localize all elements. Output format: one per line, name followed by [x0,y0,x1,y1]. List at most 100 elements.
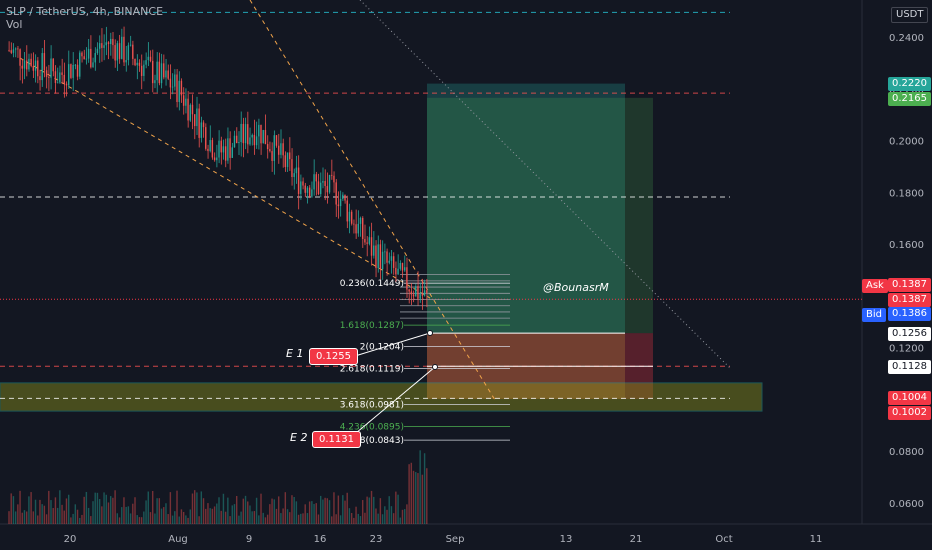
volume-bar [171,515,174,524]
candle-body [45,70,48,77]
volume-bar [83,496,85,524]
candle-body [359,217,362,224]
candle-body [98,43,101,49]
volume-bar [54,497,57,524]
candle-body [264,130,267,145]
volume-bar [196,492,198,524]
y-tick-label: 0.0600 [889,499,924,510]
volume-bar [300,513,302,524]
volume-bar [291,495,293,524]
price-axis-tag: 0.1386 [888,307,931,321]
candle-body [240,123,242,143]
volume-bar [149,512,152,524]
candle-body [202,122,205,128]
candle-body [426,290,428,293]
candle-body [253,134,256,146]
candle-body [209,140,211,152]
y-tick-label: 0.1600 [889,240,924,251]
candle-body [83,56,85,60]
candle-body [105,42,107,46]
volume-bar [315,503,317,524]
volume-bar [105,494,107,524]
candle-body [269,149,271,152]
candle-body [101,43,103,48]
support-zone [0,382,763,412]
volume-bar [355,506,357,524]
candle-body [205,127,207,149]
candle-body [377,244,379,269]
fib-level-label: 4.236(0.0895) [340,423,404,433]
volume-bar [158,498,161,524]
volume-bar [328,500,331,524]
candle-body [401,263,404,271]
volume-bar [333,492,335,524]
bid-label: Bid [862,308,886,322]
candle-body [271,151,273,161]
candle-body [127,45,130,61]
candle-body [235,135,238,144]
volume-bar [231,505,233,524]
volume-bar [423,453,426,524]
volume-bar [187,517,189,524]
volume-bar [101,506,103,524]
candle-body [25,60,28,70]
candle-body [185,98,187,106]
candle-body [357,223,359,234]
price-axis-tag: 0.1004 [888,391,931,405]
volume-bar [129,513,132,524]
candle-body [65,83,68,86]
volume-bar [200,491,203,524]
volume-bar [34,499,37,524]
volume-bar [37,515,39,524]
candle-body [229,138,231,158]
volume-bar [361,500,364,524]
price-axis-tag: 0.2165 [888,92,931,106]
volume-bar [350,512,353,524]
candle-body [180,80,183,96]
volume-bar [368,497,371,524]
volume-bar [227,497,229,524]
candle-body [19,49,21,66]
volume-bar [50,500,52,524]
candle-body [121,36,123,59]
volume-bar [70,517,72,524]
candle-body [43,53,46,71]
volume-bar [233,504,236,524]
candle-body [160,63,163,84]
candle-body [308,187,311,197]
volume-bar [76,509,79,524]
volume-bar [339,515,342,524]
volume-bar [426,468,428,524]
symbol-title[interactable]: SLP / TetherUS, 4h, BINANCE [6,5,164,18]
volume-bar [121,507,123,524]
volume-bar [359,516,362,524]
volume-bar [319,495,322,524]
candle-body [224,146,227,161]
candle-body [331,174,333,176]
candle-body [174,74,176,87]
volume-bar [41,504,43,524]
candle-body [350,211,353,224]
candle-body [63,74,65,84]
volume-bar [313,503,315,524]
volume-label: Vol [6,18,23,31]
candle-body [37,60,39,77]
candle-body [381,251,384,270]
candle-body [189,104,191,121]
candle-body [353,223,355,225]
price-axis-tag: 0.1387 [888,278,931,292]
volume-bar [81,514,83,524]
candle-body [364,238,366,243]
volume-bar [295,501,298,524]
candle-body [52,58,54,72]
price-axis-tag: 0.1256 [888,327,931,341]
volume-bar [112,497,114,524]
candle-body [233,135,236,148]
candle-body [284,155,287,168]
volume-bar [116,513,119,524]
entry-1-pointer [354,332,431,357]
currency-badge[interactable]: USDT [891,7,929,23]
candle-body [92,62,94,68]
volume-bar [96,492,99,524]
